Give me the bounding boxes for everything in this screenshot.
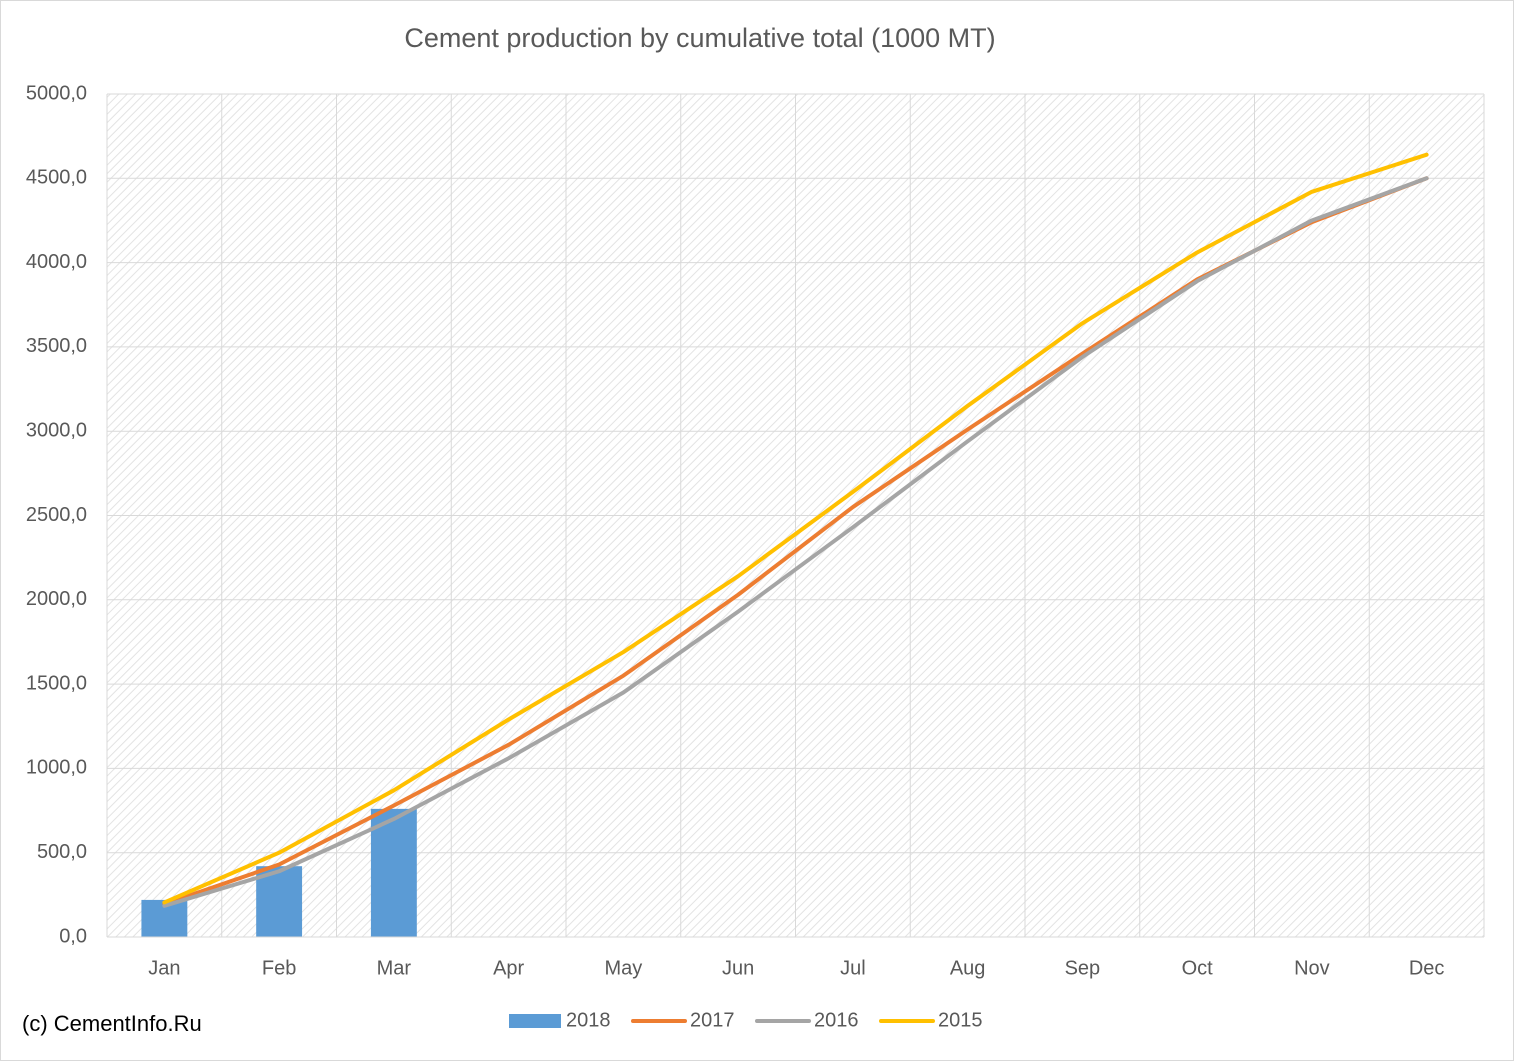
y-tick-label: 2000,0 xyxy=(26,588,87,610)
y-tick-label: 3000,0 xyxy=(26,419,87,441)
x-tick-label: Jul xyxy=(840,957,866,979)
y-tick-label: 1000,0 xyxy=(26,757,87,779)
y-tick-label: 5000,0 xyxy=(26,82,87,104)
annotation: (c) CementInfo.Ru xyxy=(22,1011,202,1036)
y-tick-label: 4500,0 xyxy=(26,167,87,189)
line xyxy=(162,152,1429,905)
y-tick-label: 500,0 xyxy=(37,841,87,863)
chart-title: Cement production by cumulative total (1… xyxy=(404,23,995,53)
y-tick-label: 0,0 xyxy=(59,925,87,947)
x-tick-label: Nov xyxy=(1294,957,1330,979)
legend-label: 2017 xyxy=(690,1009,735,1031)
x-tick-label: Jan xyxy=(148,957,180,979)
x-tick-label: Jun xyxy=(722,957,754,979)
x-tick-label: Aug xyxy=(950,957,986,979)
legend-swatch xyxy=(509,1014,561,1028)
x-tick-label: Feb xyxy=(262,957,296,979)
x-tick-label: May xyxy=(604,957,642,979)
y-tick-label: 3500,0 xyxy=(26,335,87,357)
y-tick-label: 1500,0 xyxy=(26,672,87,694)
legend-label: 2018 xyxy=(566,1009,611,1031)
line xyxy=(162,176,1429,908)
x-tick-label: Oct xyxy=(1182,957,1214,979)
bar xyxy=(370,808,417,937)
legend-label: 2015 xyxy=(938,1009,983,1031)
x-tick-label: Sep xyxy=(1065,957,1101,979)
bar xyxy=(256,866,303,937)
x-tick-label: Apr xyxy=(493,957,524,979)
x-tick-label: Dec xyxy=(1409,957,1445,979)
legend-label: 2016 xyxy=(814,1009,859,1031)
y-tick-label: 4000,0 xyxy=(26,251,87,273)
x-tick-label: Mar xyxy=(377,957,412,979)
y-tick-label: 2500,0 xyxy=(26,504,87,526)
